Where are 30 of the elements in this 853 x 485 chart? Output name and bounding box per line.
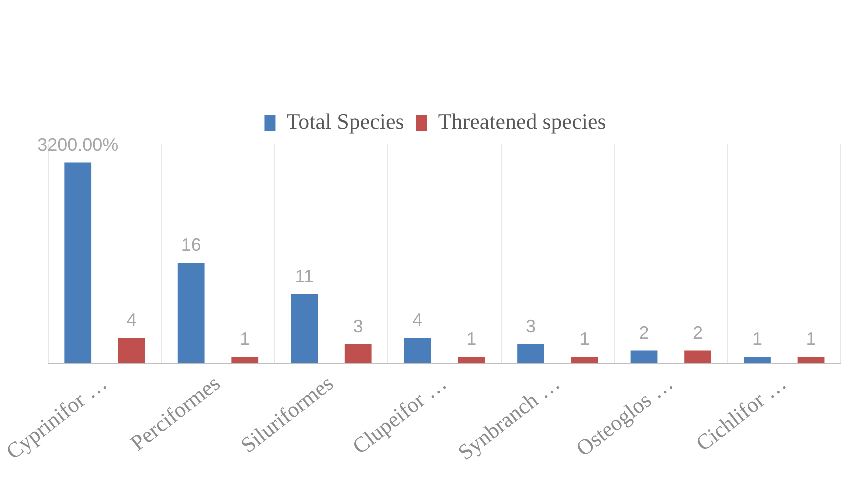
data-label: 11 (295, 266, 314, 286)
bar (64, 162, 92, 364)
bar (291, 294, 318, 364)
data-label: 16 (181, 235, 202, 256)
data-label: 3200.00% (38, 134, 119, 155)
bar (518, 344, 544, 364)
data-label: 2 (639, 322, 650, 343)
bar (798, 357, 825, 364)
legend-label: Threatened species (438, 108, 606, 134)
bar (232, 357, 259, 364)
bar (404, 338, 432, 364)
data-label: 1 (466, 329, 477, 350)
bar (744, 357, 771, 364)
data-label: 3 (353, 316, 364, 337)
data-label: 2 (693, 322, 704, 343)
bar (118, 338, 146, 364)
data-label: 4 (412, 310, 423, 330)
data-label: 3 (526, 316, 536, 337)
bar (630, 350, 658, 364)
data-label: 1 (240, 329, 250, 350)
bar (571, 357, 598, 364)
bar (344, 344, 372, 364)
bar (458, 357, 486, 364)
data-label: 1 (806, 329, 816, 350)
legend-label: Total Species (286, 108, 404, 134)
bar (684, 350, 712, 364)
data-label: 1 (752, 329, 762, 350)
data-label: 1 (580, 329, 590, 350)
data-label: 4 (126, 310, 137, 330)
bar (178, 263, 205, 364)
